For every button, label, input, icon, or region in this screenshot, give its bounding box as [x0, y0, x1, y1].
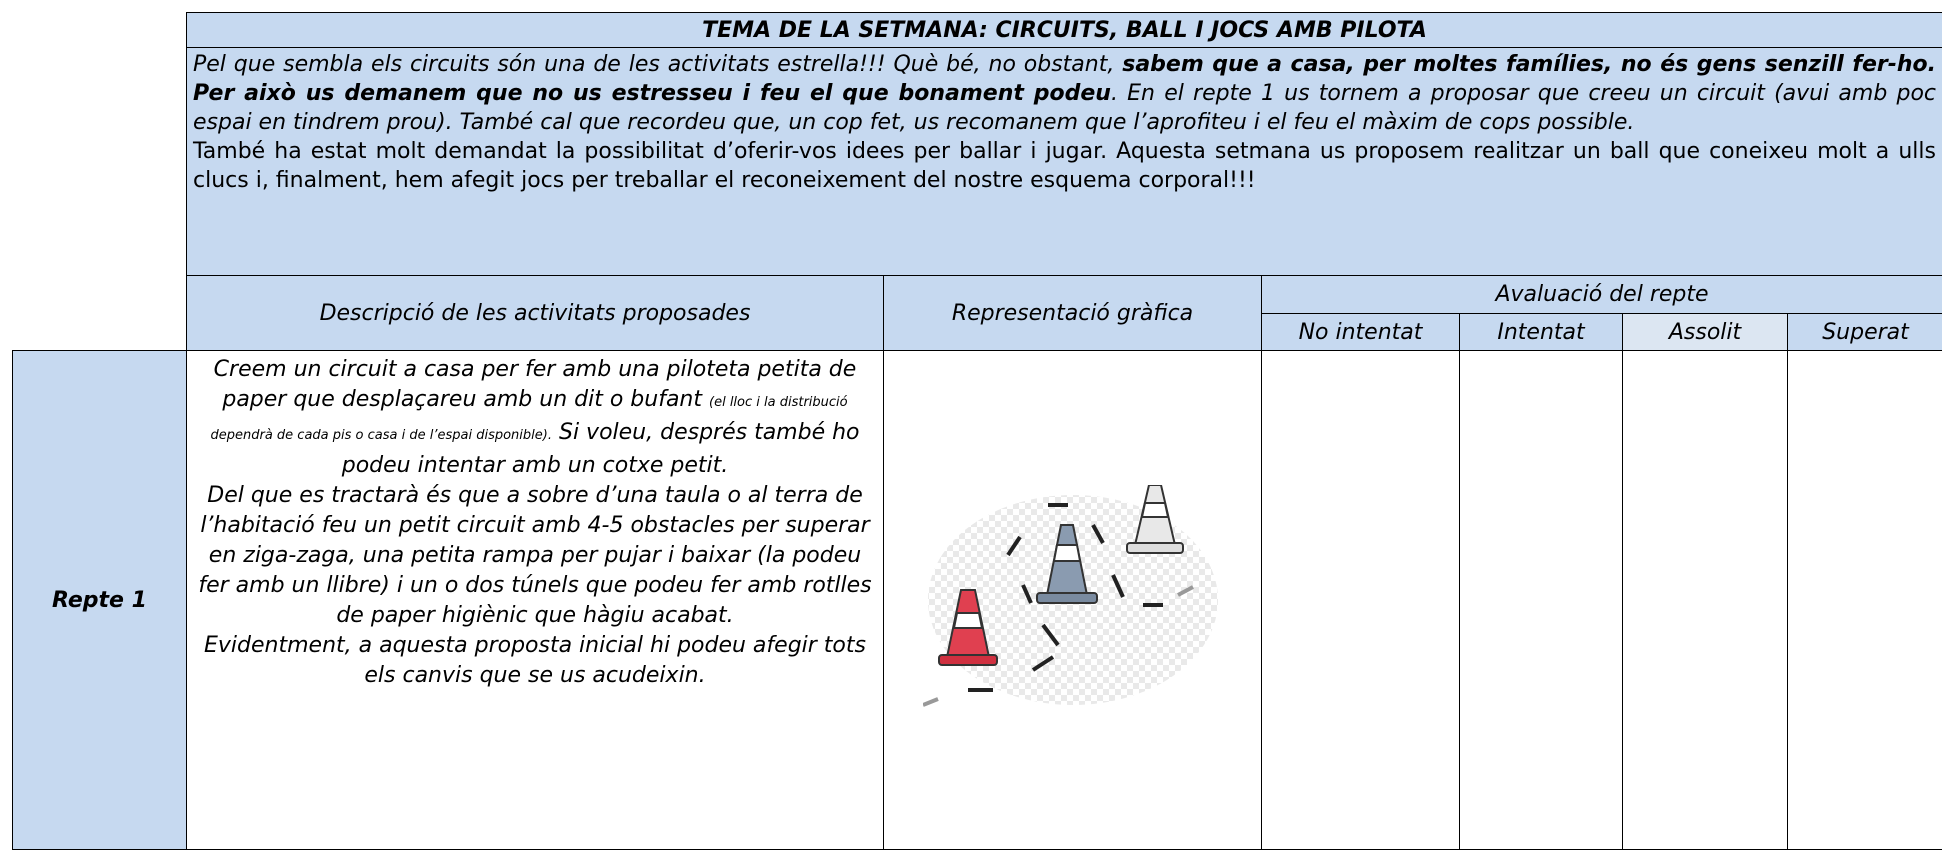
intro-run: sabem que a casa, per moltes famílies, n… — [193, 52, 1936, 106]
column-header: Avaluació del repte — [1261, 275, 1942, 314]
level-header: No intentat — [1261, 313, 1460, 351]
intro-paragraph: També ha estat molt demandat la possibil… — [193, 139, 1936, 193]
row-label-cell: Repte 1 — [12, 350, 187, 850]
description-run: (el lloc i la distribució dependrà de ca… — [210, 395, 848, 443]
header-text: Avaluació del repte — [1495, 282, 1709, 307]
intro-run: Pel que sembla els circuits són una de l… — [193, 52, 1123, 77]
cones-illustration — [922, 485, 1218, 707]
level-label: Assolit — [1668, 319, 1742, 345]
header-text: Descripció de les activitats proposades — [319, 300, 751, 326]
graphic-cell — [883, 350, 1262, 850]
level-header: Intentat — [1459, 313, 1623, 351]
header-text: Representació gràfica — [951, 300, 1194, 326]
evaluation-cell — [1261, 350, 1460, 850]
column-header: Representació gràfica — [883, 275, 1262, 351]
evaluation-cell — [1459, 350, 1623, 850]
title-cell: TEMA DE LA SETMANA: CIRCUITS, BALL I JOC… — [186, 12, 1942, 48]
level-header: Superat — [1787, 313, 1942, 351]
evaluation-cell — [1622, 350, 1788, 850]
description-run: Evidentment, a aquesta proposta inicial … — [204, 633, 866, 688]
level-header: Assolit — [1622, 313, 1788, 351]
title: TEMA DE LA SETMANA: CIRCUITS, BALL I JOC… — [702, 17, 1427, 43]
description-cell: Creem un circuit a casa per fer amb una … — [186, 350, 884, 850]
intro-cell: Pel que sembla els circuits són una de l… — [186, 47, 1942, 276]
description-run: Del que es tractarà és que a sobre d’una… — [198, 483, 872, 628]
level-label: No intentat — [1298, 319, 1423, 345]
column-header: Descripció de les activitats proposades — [186, 275, 884, 351]
row-label: Repte 1 — [52, 587, 147, 613]
intro-paragraph: Pel que sembla els circuits són una de l… — [193, 50, 1936, 137]
level-label: Superat — [1822, 319, 1909, 345]
evaluation-cell — [1787, 350, 1942, 850]
intro-run: . En el repte 1 us tornem a proposar que… — [193, 81, 1937, 135]
description-run: Si voleu, després també ho podeu intenta… — [341, 420, 860, 478]
level-label: Intentat — [1497, 319, 1585, 345]
description-run: Creem un circuit a casa per fer amb una … — [213, 357, 857, 412]
